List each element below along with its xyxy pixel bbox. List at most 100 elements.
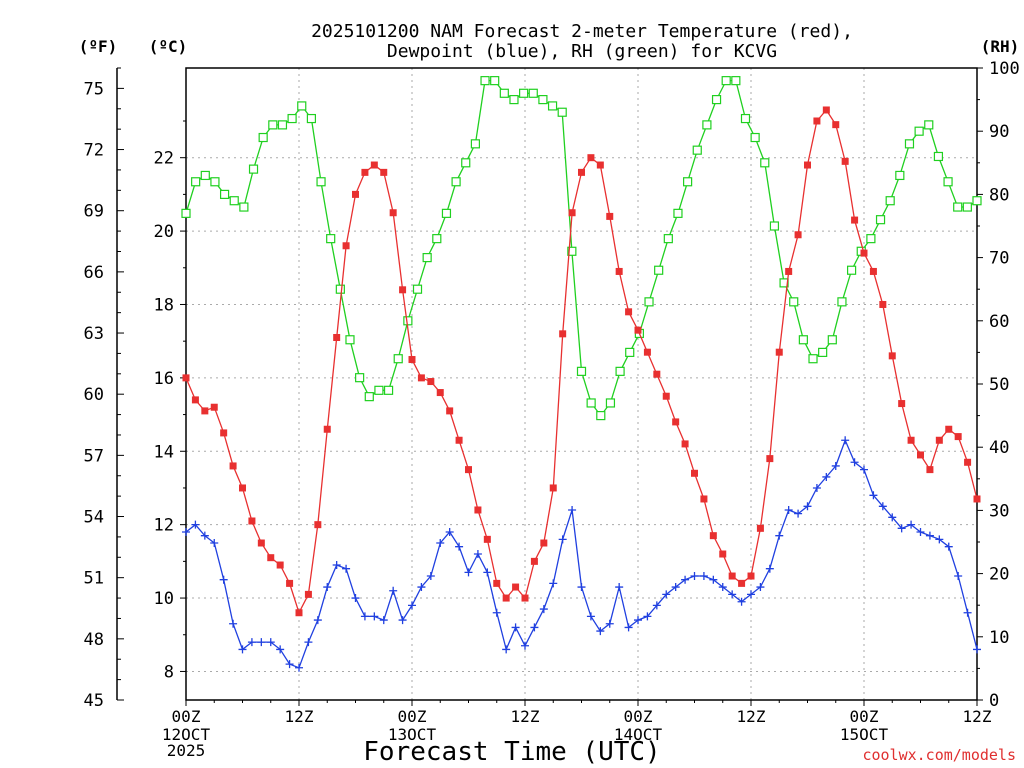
temperature-point xyxy=(794,231,802,239)
rh-point xyxy=(914,126,924,136)
dewpoint-point xyxy=(342,564,351,573)
dewpoint-point xyxy=(511,623,520,632)
x-tick-label: 00Z xyxy=(624,707,653,726)
dewpoint-point xyxy=(652,601,661,610)
temperature-point xyxy=(681,440,689,448)
dewpoint-point xyxy=(360,612,369,621)
rh-point xyxy=(316,177,326,187)
dewpoint-point xyxy=(182,528,190,536)
temperature-point xyxy=(267,554,275,562)
dewpoint-point xyxy=(558,535,567,544)
rh-point xyxy=(605,398,616,408)
grid-lines xyxy=(186,68,977,700)
y-tick-label-c: 22 xyxy=(154,149,174,169)
y-tick-label-f: 69 xyxy=(84,202,104,222)
x-axis-label: Forecast Time (UTC) xyxy=(363,737,660,767)
temperature-point xyxy=(954,433,962,441)
y-tick-label-rh: 50 xyxy=(989,375,1009,395)
temperature-point xyxy=(352,190,359,198)
y-tick-label-f: 57 xyxy=(84,446,104,466)
rh-point xyxy=(432,234,442,244)
temperature-point xyxy=(653,370,661,378)
dewpoint-point xyxy=(210,539,219,548)
rh-point xyxy=(229,196,239,206)
temperature-point xyxy=(427,378,435,386)
temperature-point xyxy=(615,267,623,275)
dewpoint-point xyxy=(850,458,859,467)
temperature-point xyxy=(361,168,369,176)
temperature-point xyxy=(229,462,237,470)
dewpoint-point xyxy=(841,436,850,445)
dewpoint-point xyxy=(681,575,690,584)
temperature-point xyxy=(220,429,228,437)
dewpoint-point xyxy=(624,623,633,632)
dewpoint-point xyxy=(436,539,445,548)
rh-point xyxy=(181,208,191,218)
rh-point xyxy=(721,76,731,86)
title-line-1: 2025101200 NAM Forecast 2-meter Temperat… xyxy=(311,21,853,42)
dewpoint-point xyxy=(426,572,435,581)
rh-point xyxy=(760,158,770,168)
dewpoint-point xyxy=(285,660,294,669)
y-tick-label-f: 75 xyxy=(84,79,104,99)
unit-left-c: (ºC) xyxy=(149,37,188,56)
dewpoint-point xyxy=(351,594,360,603)
temperature-point xyxy=(973,495,981,503)
temperature-point xyxy=(521,594,529,602)
dewpoint-point xyxy=(229,619,238,628)
y-tick-label-rh: 90 xyxy=(989,122,1009,142)
temperature-point xyxy=(785,267,793,275)
rh-point xyxy=(210,177,220,187)
temperature-point xyxy=(860,249,868,257)
dewpoint-point xyxy=(370,612,379,621)
dewpoint-point xyxy=(954,572,963,581)
dewpoint-point xyxy=(473,550,482,559)
rh-point xyxy=(547,101,558,111)
temperature-point xyxy=(898,400,906,408)
temperature-point xyxy=(380,168,388,176)
rh-point xyxy=(422,253,432,263)
temperature-point xyxy=(672,418,680,426)
rh-point xyxy=(364,392,374,402)
rh-point xyxy=(779,278,789,288)
dewpoint-point xyxy=(963,608,972,617)
y-tick-label-f: 72 xyxy=(84,141,104,161)
y-tick-label-f: 51 xyxy=(84,569,104,589)
dewpoint-point xyxy=(483,568,492,577)
dewpoint-point xyxy=(615,583,624,592)
rh-point xyxy=(827,335,837,345)
temperature-point xyxy=(926,466,934,474)
dewpoint-point xyxy=(907,520,916,529)
dewpoint-point xyxy=(530,623,539,632)
y-tick-label-f: 63 xyxy=(84,324,104,344)
temperature-point xyxy=(210,403,218,411)
dewpoint-point xyxy=(445,528,454,536)
temperature-point xyxy=(813,117,821,125)
rh-point xyxy=(287,113,297,124)
x-tick-label: 12Z xyxy=(511,707,540,726)
dewpoint-point xyxy=(398,616,407,625)
temperature-point xyxy=(643,348,651,356)
rh-point xyxy=(519,88,529,98)
dewpoint-point xyxy=(812,483,821,492)
dewpoint-point xyxy=(662,590,671,599)
temperature-point xyxy=(756,524,764,532)
rh-point xyxy=(885,196,895,206)
rh-point xyxy=(277,120,288,130)
dewpoint-point xyxy=(332,561,341,570)
dewpoint-point xyxy=(643,612,652,621)
rh-point xyxy=(576,366,587,376)
rh-point xyxy=(962,202,972,212)
x-tick-label: 12Z xyxy=(963,707,992,726)
rh-point xyxy=(538,94,548,105)
rh-point xyxy=(846,265,857,275)
dewpoint-point xyxy=(276,645,285,654)
rh-point xyxy=(943,177,953,187)
temperature-point xyxy=(606,212,614,220)
temperature-point xyxy=(804,161,811,169)
rh-point xyxy=(306,113,317,124)
temperature-point xyxy=(964,458,972,466)
rh-point xyxy=(837,297,847,307)
dewpoint-point xyxy=(521,641,529,650)
dewpoint-point xyxy=(605,619,614,628)
